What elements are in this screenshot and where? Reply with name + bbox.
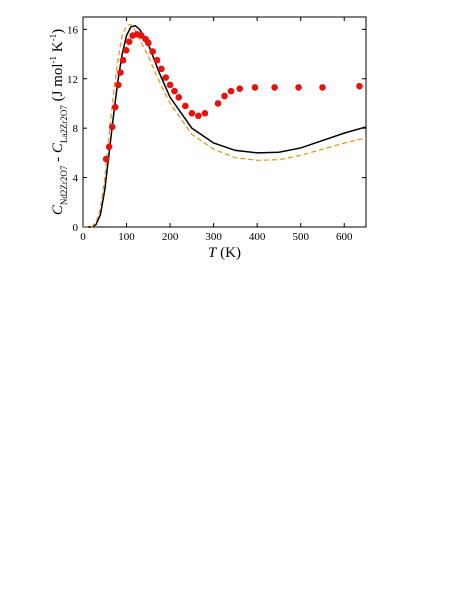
y-label-part: )	[50, 29, 66, 34]
data-point	[188, 110, 196, 117]
y-label-part: La2Zr2O7	[59, 105, 69, 143]
data-point	[119, 56, 127, 64]
data-point	[236, 85, 244, 92]
data-point	[114, 81, 122, 89]
y-tick-label: 4	[73, 173, 79, 185]
data-point	[149, 48, 156, 55]
y-label-part: Nd2Zr2O7	[59, 165, 69, 205]
data-point	[166, 81, 174, 89]
data-point	[295, 84, 302, 91]
y-label-part: C	[50, 142, 66, 153]
data-point	[195, 112, 202, 120]
data-point	[105, 143, 113, 151]
data-point	[251, 84, 259, 91]
x-label-part: (K)	[216, 245, 241, 261]
y-label-part: -	[50, 153, 66, 166]
y-axis-label: CNd2Zr2O7 - CLa2Zr2O7 (J mol-1 K-1)	[48, 29, 69, 215]
x-label-part: T	[208, 245, 218, 261]
data-point	[356, 82, 363, 90]
data-point	[162, 74, 170, 81]
data-point	[117, 69, 124, 76]
plot-frame	[82, 16, 367, 228]
y-tick-label: 12	[67, 74, 78, 86]
y-label-part: K	[50, 41, 66, 56]
x-tick-label: 0	[80, 231, 86, 243]
y-label-part: -1	[48, 34, 58, 42]
y-label-part: C	[50, 204, 66, 215]
x-tick-label: 100	[118, 231, 135, 243]
data-point	[175, 93, 183, 101]
data-point	[108, 123, 116, 131]
x-tick-label: 500	[292, 231, 309, 243]
data-point	[201, 110, 209, 117]
data-point	[221, 92, 228, 100]
data-point	[171, 87, 178, 95]
y-tick-label: 0	[73, 222, 79, 234]
data-point	[125, 38, 133, 46]
x-tick-label: 200	[162, 231, 179, 243]
data-point	[271, 84, 278, 91]
data-point	[182, 102, 189, 110]
x-tick-label: 600	[336, 231, 353, 243]
data-point	[111, 103, 119, 111]
x-tick-label: 300	[205, 231, 222, 243]
data-point	[158, 65, 165, 73]
x-axis-label: T (K)	[208, 245, 241, 261]
data-point	[122, 47, 130, 54]
data-point	[102, 155, 110, 163]
y-tick-label: 16	[67, 24, 79, 36]
data-point	[227, 87, 235, 95]
y-label-part: -1	[48, 56, 58, 64]
data-point	[214, 100, 222, 107]
x-tick-label: 400	[249, 231, 266, 243]
data-point	[145, 39, 152, 47]
y-tick-label: 8	[73, 123, 79, 135]
data-point	[153, 56, 161, 64]
curve	[83, 23, 367, 228]
curve	[83, 24, 367, 228]
data-point	[319, 84, 326, 91]
data-point	[138, 32, 145, 39]
y-label-part: (J mol	[50, 63, 66, 105]
